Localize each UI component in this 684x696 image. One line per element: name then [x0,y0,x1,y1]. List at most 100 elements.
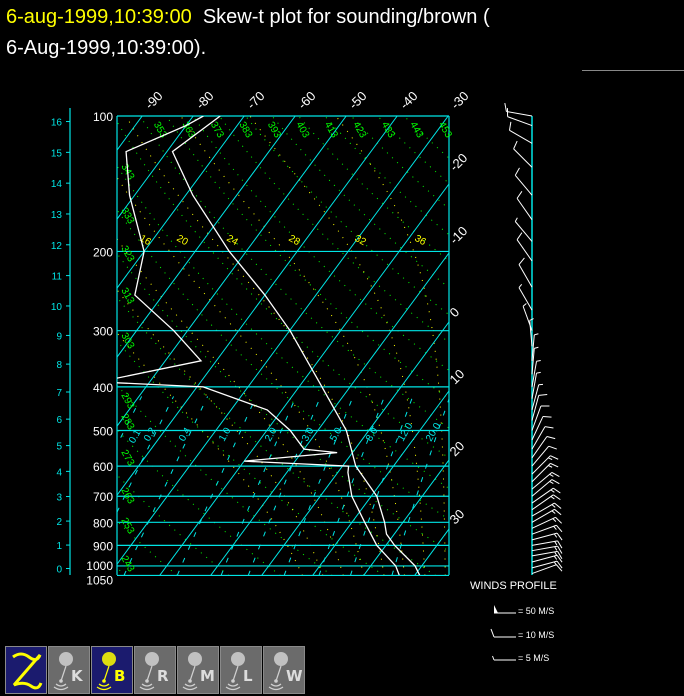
isotherm [261,321,449,575]
height-tick-label: 2 [56,517,62,528]
wind-barb [531,540,563,549]
pressure-tick-label: 300 [93,325,113,339]
wind-barb [514,167,533,196]
wind-barb-staff [531,361,538,387]
isotherm-label: -40 [397,88,421,112]
wind-barb-full [548,445,557,450]
height-tick-label: 7 [56,388,62,399]
toolbar-button-m[interactable]: M [177,646,219,694]
wind-barb-full [556,554,563,563]
wind-barb-full [550,462,559,468]
wind-barb [531,383,544,411]
isotherm [0,116,91,575]
wind-barb-full [556,524,563,533]
wind-barb [504,102,533,117]
mixing-ratio-label: 0.2 [142,426,159,444]
pressure-tick-label: 1050 [86,573,113,587]
wind-barb [514,217,533,242]
wind-barb-staff [507,116,533,127]
dry-adiabat [117,429,281,575]
wind-barb-staff [531,516,556,529]
wind-barb-full [504,102,507,112]
toolbar-button-z[interactable]: Z [5,646,47,694]
wind-barb-staff [531,554,558,563]
mixing-ratio-label: 1.0 [217,426,234,444]
wind-barb-half [553,533,558,538]
isotherm [210,252,449,575]
wind-barb [531,479,560,497]
wind-barb-full [553,487,561,494]
isotherm [117,116,398,497]
wind-barb-half [492,655,495,661]
wind-barb-full [544,426,554,429]
wind-barb [531,346,539,375]
dry-adiabat-label: 403 [293,120,311,140]
wind-barb-staff [531,564,557,575]
wind-barb-half [550,496,555,500]
toolbar-button-l[interactable]: L [220,646,262,694]
wind-barb-staff [531,532,558,541]
mixing-ratio-label: 2.0 [263,426,280,444]
zoom-z-icon [12,652,43,690]
wind-barb [531,524,563,535]
height-tick-label: 13 [51,210,63,221]
wind-barb [531,462,559,483]
dry-adiabat [403,116,449,159]
dry-adiabat-label: 413 [322,120,340,140]
pressure-tick-label: 600 [93,460,113,474]
wind-barb-staff [531,494,554,511]
dry-adiabat-label: 293 [118,391,136,411]
toolbar-button-w[interactable]: W [263,646,305,694]
wind-barb-staff [513,148,533,168]
sounding-toolbar: Z KB RML W [5,646,305,694]
wind-barb-half [536,371,541,374]
wind-barb-half [529,318,534,321]
toolbar-button-k[interactable]: K [48,646,90,694]
mixing-ratio-line [318,396,385,575]
dry-adiabat [324,116,449,236]
wind-barb-full [553,494,561,501]
sounding-profiles [117,116,421,575]
wind-legend-barb-50 [494,605,516,614]
wind-barb [531,516,563,529]
toolbar-button-r[interactable]: R [134,646,176,694]
chart-background-lines [0,116,449,575]
height-tick-label: 11 [52,272,63,283]
wind-barb-full [557,545,563,554]
dry-adiabat-label: 393 [265,120,283,140]
chart-frame [116,115,450,577]
wind-barb-staff [531,373,538,399]
wind-barb [531,508,562,523]
dewpoint-profile-line [117,116,400,575]
moist-adiabat-label: 32 [353,233,369,248]
wind-barb-staff [531,508,555,523]
wind-barb [531,502,562,517]
wind-barb [531,405,550,431]
wind-barb-staff [531,487,554,504]
moist-adiabat-label: 24 [225,233,241,248]
toolbar-button-b[interactable]: B [91,646,133,694]
wind-barb-full [542,415,552,418]
toolbar-button-label: W [286,667,303,685]
wind-barb-full [550,455,559,460]
wind-barb [531,545,563,554]
temperature-profile-line [171,116,421,575]
wind-barb-half [553,561,558,566]
plot-title: 6-aug-1999,10:39:00 Skew-t plot for soun… [6,2,490,64]
dry-adiabat-label: 313 [118,286,136,306]
wind-barb-staff [516,239,533,262]
wind-legend-barb-10 [490,628,516,638]
moist-adiabat [117,176,365,575]
pressure-tick-label: 200 [93,245,113,259]
dry-adiabat-label: 363 [179,120,197,140]
moist-adiabat-label: 36 [413,233,429,248]
isotherm [117,116,245,289]
wind-barb-staff [531,334,535,361]
toolbar-button-label: K [71,667,83,685]
isotherm [159,183,449,575]
wind-barb [516,232,533,262]
toolbar-button-label: R [157,667,169,685]
moist-adiabat [180,116,405,575]
